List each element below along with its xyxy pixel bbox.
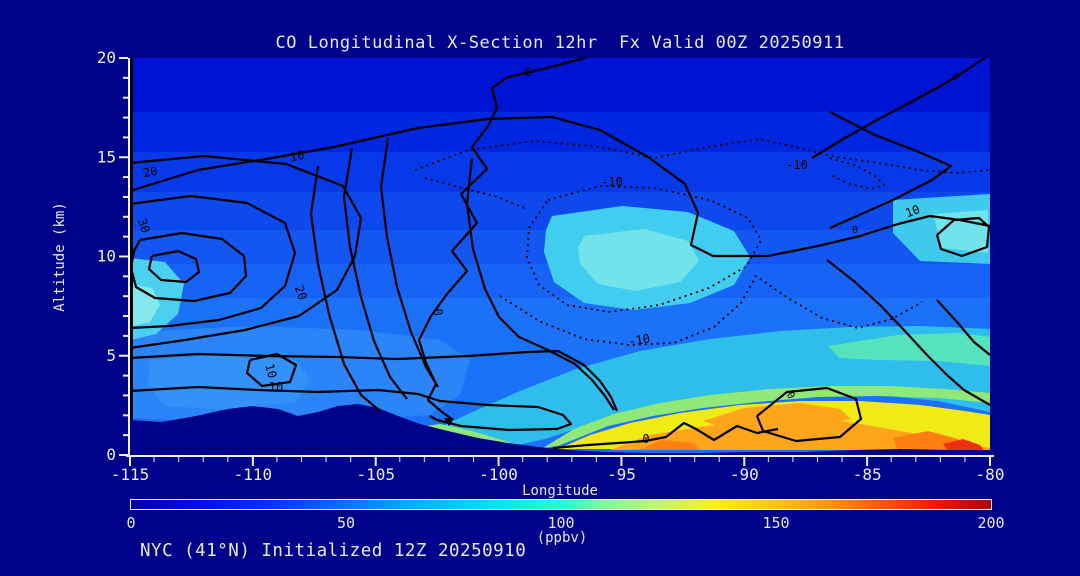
terrain-silhouette (130, 404, 990, 457)
y-axis-spine (128, 58, 130, 457)
contour-label-10: 10 (262, 362, 279, 380)
y-tick-label: 10 (97, 247, 116, 266)
x-tick-label: -95 (607, 465, 636, 484)
colorbar (130, 499, 992, 510)
contour-level-10 (129, 115, 991, 258)
fill-regions (130, 58, 990, 455)
y-axis-title: Altitude (km) (52, 202, 68, 312)
x-axis-spine (126, 455, 994, 457)
y-tick-label: 20 (97, 48, 116, 67)
contour-label--10: -10 (601, 175, 623, 189)
contour-label-0: 0 (430, 308, 445, 318)
colorbar-tick-label: 200 (977, 514, 1005, 532)
contour-label-0: 0 (852, 225, 858, 236)
plot-left-edge-line (130, 58, 133, 420)
run-info: NYC (41°N) Initialized 12Z 20250910 (140, 541, 527, 561)
fill-lowerleft-lighter (148, 354, 310, 410)
contour-label-10: 10 (903, 202, 921, 220)
contour-label-10: 10 (269, 380, 283, 394)
colorbar-tick-labels: 0 50 100 150 200 (0, 514, 1080, 532)
contour-level-0 (811, 57, 986, 159)
contour-level--10 (526, 185, 762, 313)
x-tick-label: -80 (976, 465, 1005, 484)
contour-label-0: 0 (784, 390, 797, 401)
contour-level-20 (309, 165, 381, 412)
x-tick-label: -115 (111, 465, 150, 484)
colorbar-tick-label: 50 (336, 514, 356, 532)
contour-level-10 (465, 157, 615, 411)
fill-band-1 (130, 58, 990, 112)
fill-green-band (543, 386, 990, 448)
contour-level-10 (129, 385, 573, 432)
fill-band-2 (130, 112, 990, 152)
contour-label-0: 0 (642, 432, 649, 446)
x-tick-label: -85 (853, 465, 882, 484)
contour-label--10: -10 (786, 158, 808, 172)
fill-left-cyan-bright (130, 284, 160, 326)
contour-level-10 (826, 259, 991, 406)
fill-red-spot (943, 439, 984, 451)
x-tick-label: -90 (730, 465, 759, 484)
contour-level-10 (935, 216, 991, 258)
contour-level-20 (129, 154, 363, 350)
fill-right-greencyan (828, 333, 990, 366)
contour-level-40 (147, 249, 201, 284)
contour-level-0 (829, 111, 953, 230)
fill-right-cyan-inner (933, 210, 988, 253)
colorbar-tick-label: 150 (762, 514, 790, 532)
contour-label-20: 20 (292, 284, 310, 302)
axis-ticks (119, 57, 991, 466)
contour-level--10 (499, 275, 923, 346)
x-axis-title: Longitude (522, 483, 598, 499)
colorbar-tick-label: 0 (126, 514, 136, 532)
contour-level-10 (936, 299, 991, 356)
contour-level-0 (755, 386, 863, 443)
contour-level-20 (342, 147, 408, 400)
y-tick-label: 15 (97, 147, 116, 166)
chart-title: CO Longitudinal X-Section 12hr Fx Valid … (275, 33, 845, 53)
contour-label-30: 30 (135, 217, 153, 235)
y-tick-label: 5 (106, 346, 116, 365)
fill-deep-orange-1 (638, 440, 700, 450)
colorbar-units: (ppbv) (536, 530, 588, 546)
contour-level-10 (379, 137, 439, 388)
x-tick-label: -110 (234, 465, 273, 484)
contour-label--10: -10 (627, 331, 651, 349)
x-tick-label: -100 (479, 465, 518, 484)
contour-level-30 (129, 194, 297, 330)
contour-level--10 (829, 157, 885, 190)
contour-label-20: 20 (142, 164, 159, 180)
contour-level-10 (129, 349, 619, 412)
colorbar-tick-label: 100 (547, 514, 575, 532)
contour-level-0 (552, 421, 779, 450)
contour-label-0: 0 (524, 65, 533, 80)
fill-orange-blob (703, 403, 851, 428)
contour-level-10 (245, 352, 298, 388)
station-marker (444, 418, 454, 426)
fill-center-cyan-inner (578, 229, 699, 291)
contour-level--10 (424, 177, 525, 209)
x-tick-label: -105 (356, 465, 395, 484)
contour-label-10: 10 (289, 148, 306, 165)
y-tick-label: 0 (106, 445, 116, 464)
